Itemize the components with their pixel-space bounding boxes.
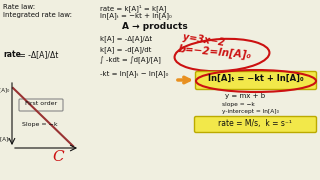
Text: k[A] = -d[A]/dt: k[A] = -d[A]/dt	[100, 46, 151, 53]
Text: b=−2=ln[A]₀: b=−2=ln[A]₀	[178, 44, 252, 61]
FancyBboxPatch shape	[19, 99, 63, 111]
Text: C: C	[52, 150, 64, 164]
Text: ln[A]ₜ = −kt + ln[A]₀: ln[A]ₜ = −kt + ln[A]₀	[100, 12, 172, 19]
Text: ln[A]ₜ: ln[A]ₜ	[0, 136, 10, 141]
Text: First order: First order	[25, 101, 57, 106]
FancyBboxPatch shape	[195, 116, 316, 132]
Text: -kt = ln[A]ₜ − ln[A]₀: -kt = ln[A]ₜ − ln[A]₀	[100, 70, 168, 77]
FancyBboxPatch shape	[196, 71, 316, 89]
Text: k[A] = -Δ[A]/Δt: k[A] = -Δ[A]/Δt	[100, 35, 152, 42]
Text: ln[A]ₜ = −kt + ln[A]₀: ln[A]ₜ = −kt + ln[A]₀	[208, 74, 304, 83]
Text: ln[A]₀: ln[A]₀	[0, 87, 10, 92]
Text: y-intercept = ln[A]₀: y-intercept = ln[A]₀	[222, 109, 279, 114]
Text: slope = −k: slope = −k	[222, 102, 255, 107]
Text: Integrated rate law:: Integrated rate law:	[3, 12, 72, 18]
Text: = -Δ[A]/Δt: = -Δ[A]/Δt	[17, 50, 58, 59]
Text: y=3x−2: y=3x−2	[182, 32, 225, 48]
Text: rate = M/s,  k = s⁻¹: rate = M/s, k = s⁻¹	[218, 119, 292, 128]
Text: y = mx + b: y = mx + b	[225, 93, 265, 99]
Text: Slope = −k: Slope = −k	[22, 122, 58, 127]
Text: A → products: A → products	[122, 22, 188, 31]
Text: ∫ -kdt = ∫d[A]/[A]: ∫ -kdt = ∫d[A]/[A]	[100, 57, 161, 64]
Text: rate: rate	[3, 50, 21, 59]
Text: rate = k[A]¹ = k[A]: rate = k[A]¹ = k[A]	[100, 4, 166, 12]
Text: Rate law:: Rate law:	[3, 4, 35, 10]
